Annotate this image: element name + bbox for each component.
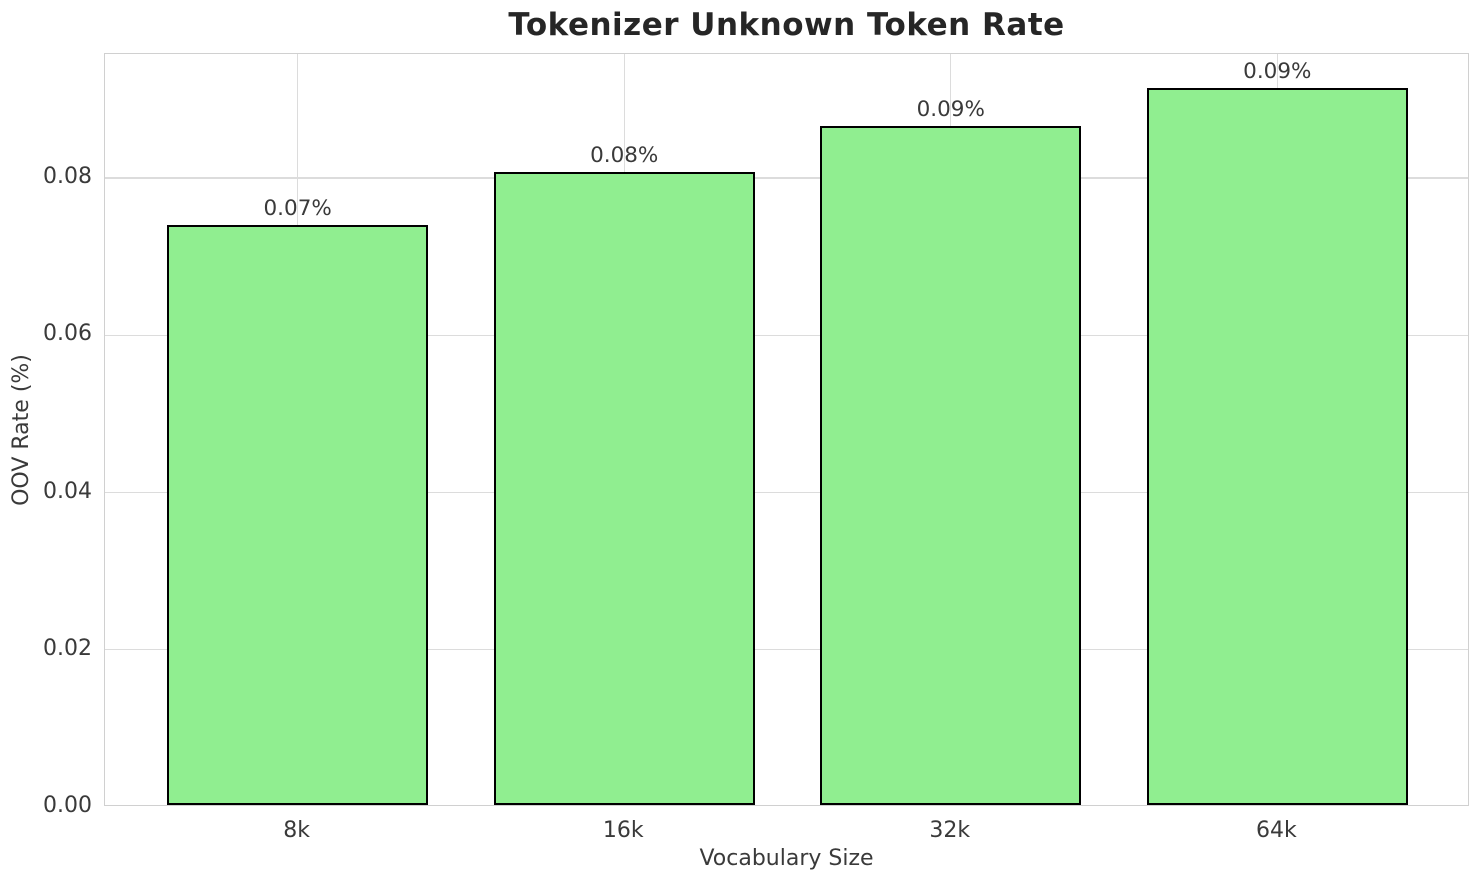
y-tick-label: 0.04 [43, 478, 92, 504]
bar-value-label: 0.08% [590, 143, 659, 169]
y-tick-label: 0.00 [43, 793, 92, 818]
bar-value-label: 0.09% [1243, 59, 1312, 85]
grid-line-horizontal [105, 334, 1468, 337]
x-tick-label: 16k [602, 818, 644, 843]
bar [820, 125, 1082, 805]
chart-title: Tokenizer Unknown Token Rate [508, 7, 1065, 43]
x-tick-label: 64k [1255, 818, 1297, 843]
plot-area: 0.07% 0.08% 0.09% 0.09% [104, 53, 1469, 806]
grid-line-horizontal [105, 491, 1468, 494]
grid-line-horizontal [105, 177, 1468, 179]
y-tick-label: 0.08 [43, 164, 92, 190]
bar-value-label: 0.09% [916, 96, 985, 122]
x-tick-label: 8k [283, 818, 311, 843]
bar [1146, 88, 1408, 805]
x-tick-label: 32k [929, 818, 971, 843]
y-tick-label: 0.02 [43, 635, 92, 661]
bar [167, 224, 429, 805]
y-tick-label: 0.06 [43, 321, 92, 347]
x-axis-title: Vocabulary Size [699, 846, 874, 871]
grid-line-horizontal [105, 649, 1468, 651]
bar [493, 172, 755, 805]
bar-value-label: 0.07% [263, 195, 332, 221]
